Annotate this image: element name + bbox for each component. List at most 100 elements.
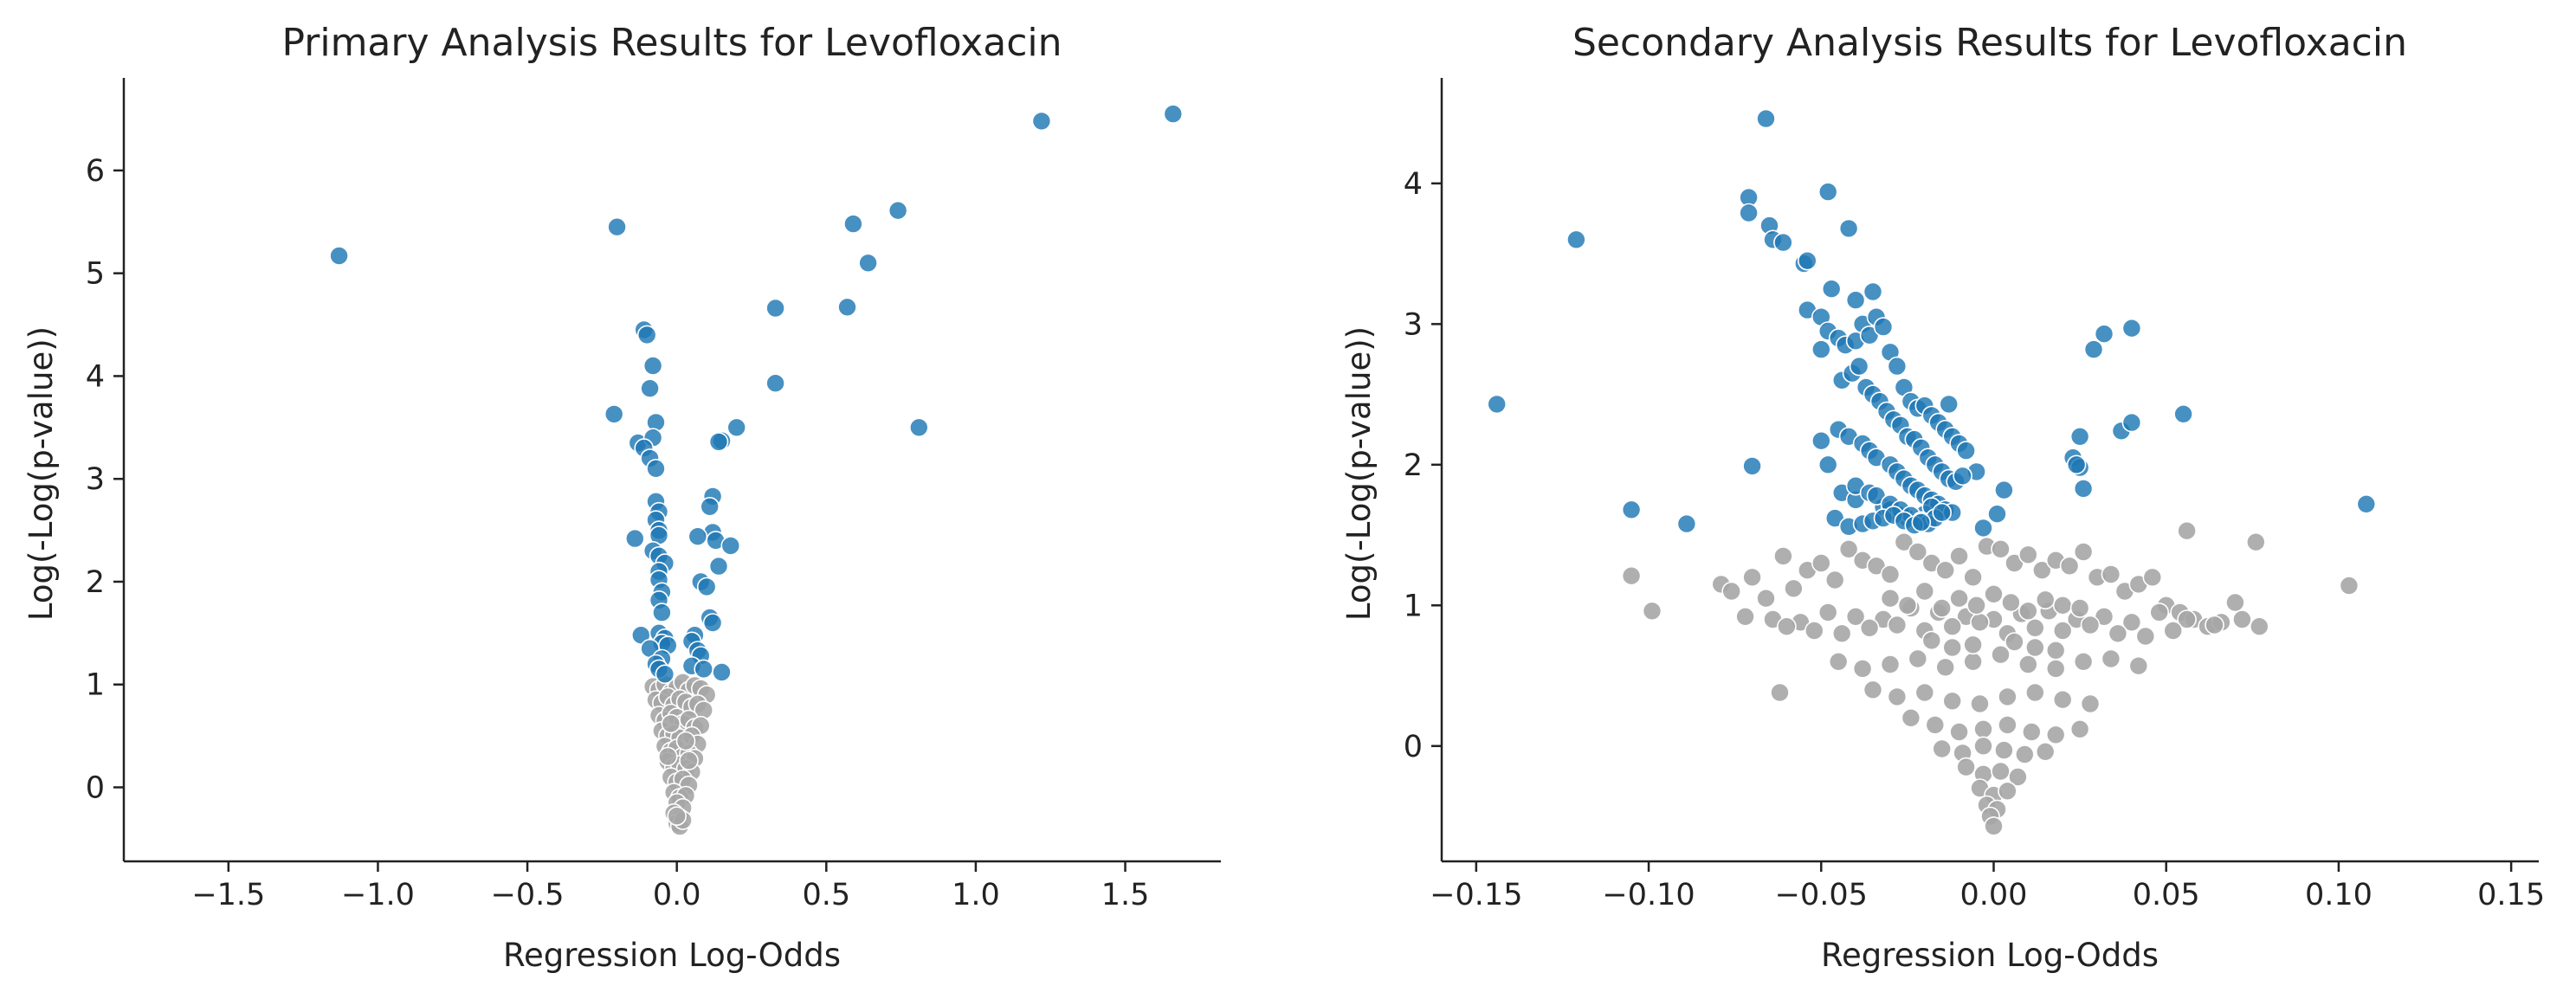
primary-point-not-significant [657, 746, 678, 767]
secondary-point-significant [1811, 430, 1831, 451]
primary-y-axis-label: Log(-Log(p-value)) [23, 326, 60, 621]
secondary-point-not-significant [1742, 567, 1762, 588]
secondary-point-not-significant [1991, 538, 2011, 559]
primary-x-tick-label: 0.0 [653, 878, 701, 912]
secondary-point-significant [1973, 518, 1993, 538]
secondary-point-not-significant [2035, 741, 2056, 762]
secondary-point-significant [1932, 502, 1952, 523]
secondary-point-not-significant [1859, 617, 1880, 638]
primary-point-significant [694, 659, 714, 680]
secondary-point-not-significant [1942, 616, 1962, 637]
secondary-point-not-significant [2025, 637, 2045, 658]
primary-point-significant [712, 662, 732, 682]
secondary-point-not-significant [1908, 542, 1928, 562]
secondary-point-not-significant [2052, 621, 2073, 641]
primary-point-significant [652, 603, 672, 622]
secondary-y-tick-label: 4 [1404, 167, 1423, 202]
primary-point-significant [642, 356, 663, 376]
secondary-point-not-significant [2177, 520, 2197, 541]
secondary-x-tick-label: 0.15 [2477, 878, 2545, 912]
secondary-point-not-significant [2032, 560, 2052, 581]
secondary-point-significant [1849, 356, 1869, 377]
secondary-point-significant [2083, 339, 2104, 359]
secondary-point-not-significant [1887, 686, 1908, 707]
secondary-point-not-significant [2339, 576, 2360, 596]
primary-analysis-panel: Primary Analysis Results for Levofloxaci… [23, 21, 1221, 974]
secondary-point-significant [1817, 454, 1838, 475]
secondary-point-significant [2121, 412, 2142, 433]
secondary-point-not-significant [2025, 617, 2045, 638]
secondary-point-not-significant [2121, 612, 2142, 633]
secondary-point-not-significant [2005, 632, 2024, 652]
primary-x-tick-label: −1.0 [341, 878, 415, 912]
secondary-point-not-significant [1949, 722, 1969, 742]
secondary-point-not-significant [2246, 532, 2266, 552]
secondary-point-significant [1873, 317, 1894, 337]
secondary-point-not-significant [2059, 556, 2080, 577]
secondary-point-not-significant [1949, 546, 1969, 566]
secondary-point-not-significant [2018, 601, 2038, 622]
secondary-point-significant [2173, 403, 2193, 424]
secondary-y-axis-label: Log(-Log(p-value)) [1340, 326, 1378, 621]
secondary-point-not-significant [2225, 592, 2245, 613]
secondary-point-not-significant [2018, 654, 2038, 674]
secondary-point-not-significant [1880, 588, 1901, 609]
secondary-x-tick-label: −0.10 [1602, 878, 1695, 912]
secondary-point-not-significant [1845, 606, 1866, 627]
primary-point-significant [700, 496, 720, 517]
secondary-point-not-significant [2177, 609, 2197, 629]
primary-point-significant [837, 297, 857, 318]
secondary-analysis-panel: Secondary Analysis Results for Levofloxa… [1340, 21, 2545, 974]
primary-point-significant [909, 417, 929, 438]
secondary-point-not-significant [1998, 781, 2018, 802]
secondary-point-not-significant [2008, 767, 2028, 787]
secondary-chart-title: Secondary Analysis Results for Levofloxa… [1572, 21, 2407, 65]
secondary-y-tick-label: 2 [1404, 448, 1423, 483]
secondary-point-not-significant [1880, 564, 1901, 584]
secondary-point-not-significant [1770, 682, 1790, 703]
primary-chart-title: Primary Analysis Results for Levofloxaci… [282, 21, 1062, 65]
secondary-point-not-significant [1991, 761, 2011, 782]
secondary-point-not-significant [2205, 615, 2224, 635]
secondary-point-significant [1742, 456, 1762, 476]
secondary-point-not-significant [1887, 615, 1908, 635]
secondary-point-not-significant [1777, 616, 1797, 637]
primary-point-not-significant [661, 713, 681, 734]
primary-y-tick-label: 2 [86, 565, 105, 600]
secondary-point-not-significant [1828, 651, 1849, 672]
secondary-point-not-significant [1784, 578, 1804, 599]
primary-point-significant [604, 404, 624, 424]
secondary-x-tick-label: 0.10 [2305, 878, 2373, 912]
secondary-point-not-significant [2135, 626, 2156, 647]
secondary-point-not-significant [1970, 693, 1990, 714]
secondary-point-not-significant [1935, 560, 1955, 581]
secondary-point-not-significant [1970, 612, 1990, 633]
secondary-point-not-significant [1973, 719, 1993, 739]
secondary-point-not-significant [1914, 682, 1935, 703]
secondary-point-not-significant [1901, 707, 1921, 728]
secondary-point-not-significant [1621, 565, 1642, 586]
secondary-point-not-significant [2101, 648, 2121, 669]
secondary-point-not-significant [2073, 542, 2094, 562]
primary-point-significant [329, 246, 349, 266]
primary-point-significant [640, 378, 660, 399]
secondary-point-significant [1798, 250, 1817, 271]
primary-point-significant [858, 253, 878, 274]
secondary-point-not-significant [1932, 598, 1952, 618]
primary-y-tick-label: 3 [86, 462, 105, 497]
primary-point-significant [843, 214, 863, 234]
primary-x-tick-label: 1.5 [1101, 878, 1150, 912]
secondary-point-not-significant [1642, 601, 1662, 622]
secondary-point-not-significant [1925, 715, 1946, 735]
secondary-point-not-significant [2022, 722, 2042, 742]
secondary-point-significant [1676, 513, 1697, 534]
secondary-point-significant [1621, 500, 1642, 520]
secondary-point-significant [1953, 466, 1972, 487]
secondary-point-not-significant [1973, 736, 1993, 757]
secondary-point-not-significant [1932, 738, 1952, 759]
secondary-point-not-significant [1897, 595, 1918, 616]
primary-x-tick-label: 1.0 [952, 878, 1000, 912]
primary-x-tick-label: 0.5 [802, 878, 850, 912]
secondary-point-not-significant [1721, 581, 1741, 602]
secondary-point-significant [1817, 182, 1838, 202]
